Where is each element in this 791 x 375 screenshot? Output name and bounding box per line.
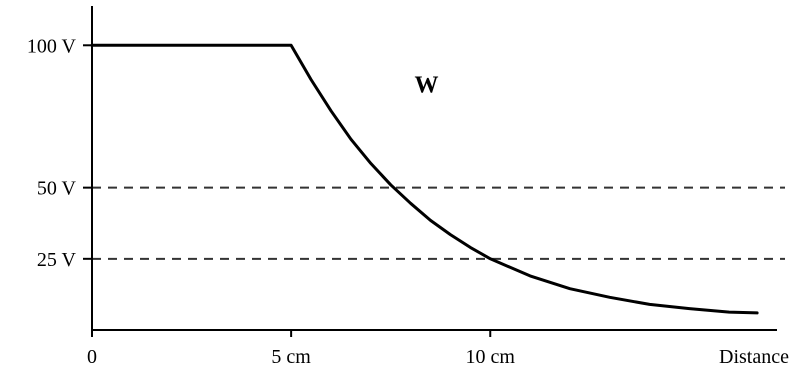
ticks: 100 V 50 V 25 V 0 5 cm 10 cm	[27, 35, 516, 368]
y-tick-label: 25 V	[37, 249, 77, 271]
axes	[91, 6, 777, 331]
series	[90, 43, 759, 315]
x-tick-label: 0	[87, 346, 97, 368]
y-tick-label: 100 V	[27, 35, 77, 57]
y-tick-label: 50 V	[37, 178, 77, 200]
series-label-w: W	[415, 72, 439, 98]
reference-lines	[92, 186, 785, 260]
x-tick-label: 5 cm	[271, 346, 311, 368]
x-tick-label: 10 cm	[466, 346, 516, 368]
x-axis-label: Distance	[719, 346, 789, 368]
series-line-0	[90, 43, 759, 315]
